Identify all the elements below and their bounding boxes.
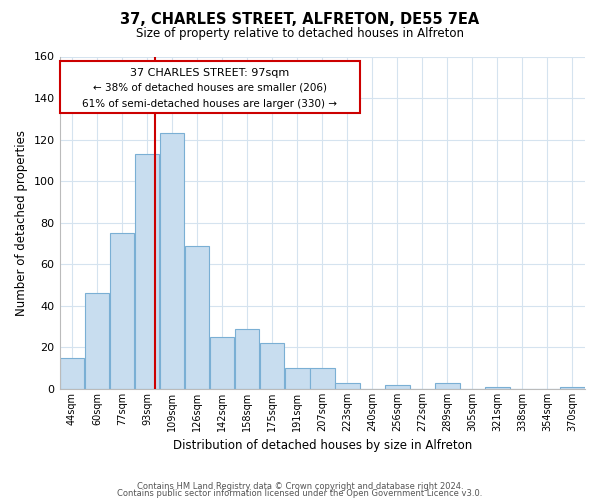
Bar — [235, 328, 259, 389]
Text: 37, CHARLES STREET, ALFRETON, DE55 7EA: 37, CHARLES STREET, ALFRETON, DE55 7EA — [121, 12, 479, 28]
Text: Size of property relative to detached houses in Alfreton: Size of property relative to detached ho… — [136, 28, 464, 40]
Bar — [260, 343, 284, 389]
Bar — [285, 368, 310, 389]
Bar — [160, 134, 184, 389]
Text: Contains public sector information licensed under the Open Government Licence v3: Contains public sector information licen… — [118, 490, 482, 498]
Text: 37 CHARLES STREET: 97sqm: 37 CHARLES STREET: 97sqm — [130, 68, 289, 78]
Bar — [85, 294, 109, 389]
Text: Contains HM Land Registry data © Crown copyright and database right 2024.: Contains HM Land Registry data © Crown c… — [137, 482, 463, 491]
Y-axis label: Number of detached properties: Number of detached properties — [15, 130, 28, 316]
Bar — [135, 154, 160, 389]
Bar — [110, 233, 134, 389]
Bar — [60, 358, 85, 389]
Bar — [335, 382, 359, 389]
Bar — [310, 368, 335, 389]
FancyBboxPatch shape — [59, 60, 360, 112]
Bar — [385, 384, 410, 389]
Text: ← 38% of detached houses are smaller (206): ← 38% of detached houses are smaller (20… — [92, 82, 326, 92]
Text: 61% of semi-detached houses are larger (330) →: 61% of semi-detached houses are larger (… — [82, 100, 337, 110]
Bar — [435, 382, 460, 389]
Bar — [185, 246, 209, 389]
Bar — [210, 337, 235, 389]
Bar — [560, 387, 585, 389]
X-axis label: Distribution of detached houses by size in Alfreton: Distribution of detached houses by size … — [173, 440, 472, 452]
Bar — [485, 387, 509, 389]
